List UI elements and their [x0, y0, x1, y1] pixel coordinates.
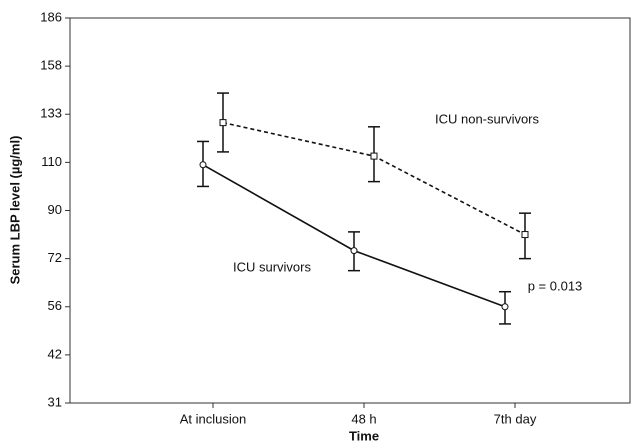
y-tick-label: 158 [40, 58, 62, 73]
x-axis-title: Time [349, 428, 379, 443]
marker [219, 119, 227, 127]
x-tick-label: At inclusion [180, 411, 246, 426]
marker [521, 231, 529, 239]
y-tick-label: 110 [41, 154, 62, 169]
y-axis-title: Serum LBP level (µg/ml) [7, 136, 22, 285]
y-tick-label: 31 [48, 394, 62, 409]
series-label: ICU non-survivors [435, 111, 540, 126]
y-tick-label: 42 [48, 346, 62, 361]
marker [350, 247, 358, 255]
y-tick-label: 72 [48, 250, 62, 265]
y-tick-label: 133 [40, 106, 62, 121]
marker [501, 303, 509, 311]
y-tick-label: 56 [48, 298, 62, 313]
y-tick-label: 186 [40, 9, 62, 24]
x-tick-label: 48 h [351, 411, 376, 426]
x-tick-label: 7th day [494, 411, 537, 426]
marker [199, 161, 207, 169]
marker [370, 152, 378, 160]
annotation: p = 0.013 [528, 278, 583, 293]
plot-frame [69, 17, 631, 404]
series-label: ICU survivors [233, 259, 312, 274]
y-tick-label: 90 [48, 202, 62, 217]
